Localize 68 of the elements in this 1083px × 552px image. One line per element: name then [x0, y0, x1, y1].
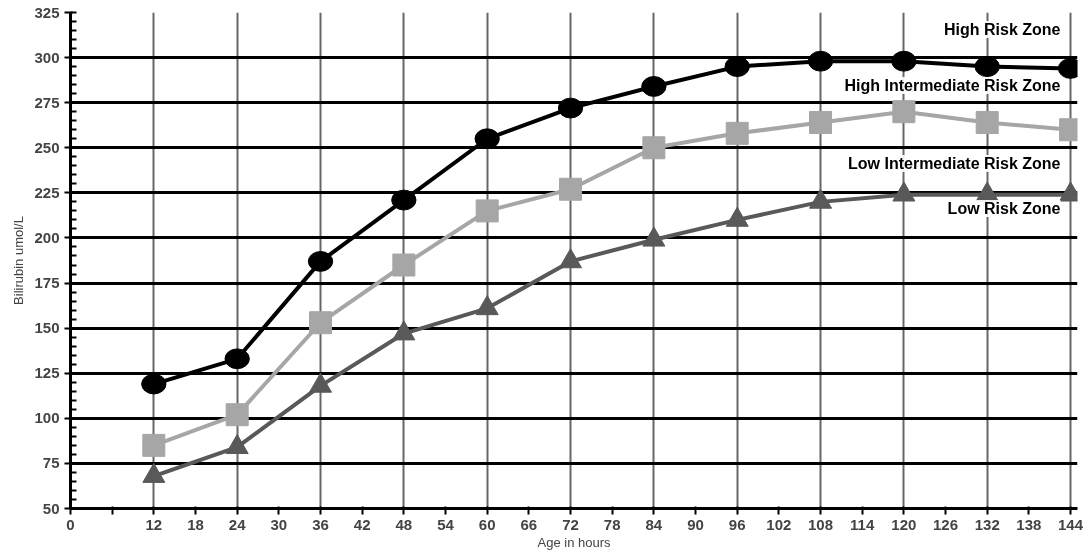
x-tick-label: 132 — [974, 515, 1000, 533]
y-tick-label: 175 — [34, 274, 60, 292]
point — [724, 56, 750, 78]
point — [557, 97, 584, 119]
point — [559, 177, 583, 201]
x-tick-label: 66 — [520, 515, 538, 533]
x-tick-label: 48 — [395, 515, 413, 533]
x-tick-label: 84 — [645, 515, 663, 533]
point — [142, 462, 166, 483]
point — [891, 50, 917, 72]
x-tick-label: 18 — [187, 515, 204, 533]
point — [974, 56, 1000, 78]
point — [309, 372, 333, 393]
point — [392, 253, 416, 277]
x-tick-label: 12 — [145, 515, 163, 533]
x-tick-label: 42 — [353, 515, 371, 533]
point — [475, 295, 499, 316]
point — [809, 111, 833, 135]
x-tick-label: 0 — [66, 515, 75, 533]
point — [725, 121, 749, 145]
y-tick-label: 300 — [34, 48, 60, 66]
x-tick-label: 54 — [437, 515, 455, 533]
x-tick-label: 114 — [850, 515, 875, 533]
x-tick-label: 30 — [270, 515, 288, 533]
point — [892, 100, 916, 124]
y-tick-label: 250 — [34, 138, 60, 156]
point — [475, 199, 499, 223]
point — [807, 50, 834, 72]
point — [391, 189, 417, 211]
x-tick-label: 144 — [1058, 515, 1083, 533]
point — [474, 128, 500, 150]
x-tick-label: 126 — [933, 515, 959, 533]
x-tick-label: 108 — [808, 515, 834, 533]
y-tick-label: 50 — [42, 499, 60, 517]
y-tick-label: 325 — [34, 3, 60, 21]
y-tick-label: 275 — [34, 93, 60, 111]
x-tick-label: 96 — [728, 515, 746, 533]
point — [225, 433, 249, 455]
point — [642, 136, 666, 160]
y-tick-label: 100 — [34, 409, 60, 427]
x-tick-label: 102 — [766, 515, 792, 533]
x-tick-label: 24 — [228, 515, 247, 533]
x-tick-label: 72 — [562, 515, 579, 533]
y-tick-label: 125 — [34, 364, 60, 382]
x-tick-label: 60 — [478, 515, 496, 533]
y-tick-label: 200 — [34, 228, 60, 246]
point — [975, 111, 999, 135]
y-axis-title: Bilirubin umol/L — [11, 216, 27, 305]
annotation: High Intermediate Risk Zone — [844, 77, 1061, 94]
x-axis-title: Age in hours — [537, 534, 611, 550]
x-tick-label: 90 — [687, 515, 704, 533]
annotation: Low Risk Zone — [947, 200, 1061, 217]
annotation: High Risk Zone — [944, 21, 1061, 38]
point — [141, 373, 167, 395]
point — [641, 76, 667, 97]
x-tick-label: 78 — [603, 515, 621, 533]
point — [392, 320, 416, 341]
y-tick-label: 225 — [34, 183, 60, 201]
y-tick-label: 75 — [42, 454, 60, 472]
x-tick-label: 120 — [891, 515, 917, 533]
point — [224, 348, 250, 370]
annotation: Low Intermediate Risk Zone — [848, 155, 1061, 172]
point — [307, 251, 334, 272]
y-tick-label: 150 — [34, 319, 60, 337]
point — [309, 311, 333, 335]
x-tick-label: 36 — [312, 515, 329, 533]
point — [142, 433, 166, 457]
x-tick-label: 138 — [1016, 515, 1042, 533]
